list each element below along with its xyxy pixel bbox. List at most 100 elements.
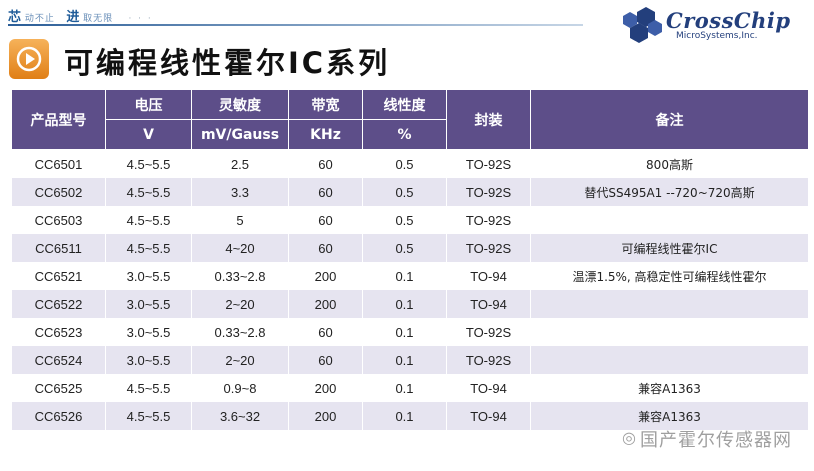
cell-sensitivity: 4~20 [191, 234, 289, 262]
cell-package: TO-94 [446, 402, 531, 430]
watermark-text: 国产霍尔传感器网 [640, 430, 792, 451]
cell-package: TO-92S [446, 178, 531, 206]
slogan-char-2: 进 [66, 10, 80, 25]
cell-linearity: 0.1 [362, 402, 447, 430]
cell-linearity: 0.5 [362, 178, 447, 206]
cell-model: CC6503 [11, 206, 106, 234]
cell-voltage: 4.5~5.5 [105, 149, 192, 178]
cell-model: CC6523 [11, 318, 106, 346]
cell-model: CC6522 [11, 290, 106, 318]
cell-voltage: 3.0~5.5 [105, 346, 192, 374]
cell-model: CC6525 [11, 374, 106, 402]
slogan-text-1: 动不止 [24, 14, 55, 24]
cell-notes [530, 206, 809, 234]
cell-package: TO-92S [446, 234, 531, 262]
cell-sensitivity: 0.33~2.8 [191, 318, 289, 346]
cell-voltage: 3.0~5.5 [105, 318, 192, 346]
cell-linearity: 0.1 [362, 262, 447, 290]
cell-linearity: 0.1 [362, 318, 447, 346]
header-slogan: 芯 动不止 进 取无限 · · · [8, 6, 153, 25]
company-logo-icon [623, 7, 662, 43]
header-linearity-unit: % [362, 119, 447, 150]
cell-bandwidth: 60 [288, 346, 363, 374]
table-row: CC6511 4.5~5.5 4~20 60 0.5 TO-92S 可编程线性霍… [11, 234, 809, 262]
cell-model: CC6501 [11, 149, 106, 178]
cell-bandwidth: 60 [288, 318, 363, 346]
cell-notes [530, 346, 809, 374]
header-sensitivity-unit: mV/Gauss [191, 119, 289, 150]
cell-package: TO-92S [446, 149, 531, 178]
product-spec-table: 产品型号 电压 灵敏度 带宽 线性度 封装 备注 V mV/Gauss KHz … [11, 89, 809, 430]
cell-package: TO-94 [446, 290, 531, 318]
cell-voltage: 4.5~5.5 [105, 206, 192, 234]
header-voltage: 电压 [105, 89, 192, 120]
cell-sensitivity: 2~20 [191, 290, 289, 318]
cell-notes: 兼容A1363 [530, 374, 809, 402]
cell-sensitivity: 0.33~2.8 [191, 262, 289, 290]
header-bandwidth: 带宽 [288, 89, 363, 120]
cell-package: TO-92S [446, 318, 531, 346]
cell-sensitivity: 3.3 [191, 178, 289, 206]
cell-bandwidth: 200 [288, 374, 363, 402]
header-notes: 备注 [530, 89, 809, 150]
cell-sensitivity: 3.6~32 [191, 402, 289, 430]
header-voltage-unit: V [105, 119, 192, 150]
cell-model: CC6521 [11, 262, 106, 290]
cell-model: CC6511 [11, 234, 106, 262]
cell-bandwidth: 200 [288, 402, 363, 430]
table-row: CC6502 4.5~5.5 3.3 60 0.5 TO-92S 替代SS495… [11, 178, 809, 206]
cell-model: CC6526 [11, 402, 106, 430]
play-icon [9, 39, 49, 79]
cell-package: TO-94 [446, 262, 531, 290]
cell-notes [530, 290, 809, 318]
cell-bandwidth: 200 [288, 290, 363, 318]
table-row: CC6503 4.5~5.5 5 60 0.5 TO-92S [11, 206, 809, 234]
slogan-text-2: 取无限 [83, 14, 114, 24]
cell-notes: 800高斯 [530, 149, 809, 178]
cell-package: TO-92S [446, 206, 531, 234]
cell-linearity: 0.1 [362, 374, 447, 402]
header-model: 产品型号 [11, 89, 106, 150]
table-row: CC6501 4.5~5.5 2.5 60 0.5 TO-92S 800高斯 [11, 149, 809, 178]
cell-linearity: 0.1 [362, 346, 447, 374]
cell-sensitivity: 0.9~8 [191, 374, 289, 402]
header-sensitivity: 灵敏度 [191, 89, 289, 120]
cell-notes: 替代SS495A1 --720~720高斯 [530, 178, 809, 206]
header-divider [8, 24, 583, 26]
cell-sensitivity: 5 [191, 206, 289, 234]
cell-model: CC6524 [11, 346, 106, 374]
company-logo-subtitle: MicroSystems,Inc. [676, 31, 758, 41]
cell-linearity: 0.1 [362, 290, 447, 318]
cell-linearity: 0.5 [362, 149, 447, 178]
cell-notes: 兼容A1363 [530, 402, 809, 430]
table-row: CC6521 3.0~5.5 0.33~2.8 200 0.1 TO-94 温漂… [11, 262, 809, 290]
cell-bandwidth: 60 [288, 149, 363, 178]
cell-voltage: 3.0~5.5 [105, 262, 192, 290]
cell-model: CC6502 [11, 178, 106, 206]
table-row: CC6524 3.0~5.5 2~20 60 0.1 TO-92S [11, 346, 809, 374]
table-row: CC6522 3.0~5.5 2~20 200 0.1 TO-94 [11, 290, 809, 318]
cell-sensitivity: 2~20 [191, 346, 289, 374]
cell-bandwidth: 60 [288, 206, 363, 234]
cell-package: TO-94 [446, 374, 531, 402]
cell-bandwidth: 60 [288, 234, 363, 262]
table-row: CC6523 3.0~5.5 0.33~2.8 60 0.1 TO-92S [11, 318, 809, 346]
page-title: 可编程线性霍尔IC系列 [64, 46, 391, 80]
company-logo-name: CrossChip [666, 8, 791, 33]
table-row: CC6526 4.5~5.5 3.6~32 200 0.1 TO-94 兼容A1… [11, 402, 809, 430]
cell-linearity: 0.5 [362, 206, 447, 234]
slogan-char-1: 芯 [8, 10, 22, 25]
cell-package: TO-92S [446, 346, 531, 374]
cell-bandwidth: 200 [288, 262, 363, 290]
cell-notes: 可编程线性霍尔IC [530, 234, 809, 262]
cell-voltage: 4.5~5.5 [105, 374, 192, 402]
cell-voltage: 4.5~5.5 [105, 402, 192, 430]
cell-voltage: 4.5~5.5 [105, 178, 192, 206]
cell-voltage: 4.5~5.5 [105, 234, 192, 262]
cell-notes: 温漂1.5%, 高稳定性可编程线性霍尔 [530, 262, 809, 290]
cell-notes [530, 318, 809, 346]
table-row: CC6525 4.5~5.5 0.9~8 200 0.1 TO-94 兼容A13… [11, 374, 809, 402]
cell-bandwidth: 60 [288, 178, 363, 206]
cell-voltage: 3.0~5.5 [105, 290, 192, 318]
header-bandwidth-unit: KHz [288, 119, 363, 150]
